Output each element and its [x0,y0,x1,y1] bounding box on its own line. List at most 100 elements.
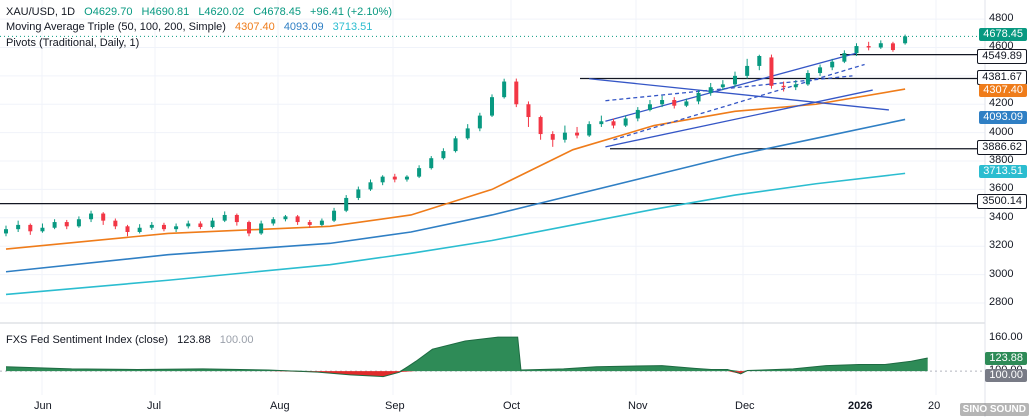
candle-body [903,36,908,44]
candle-body [380,176,385,183]
candle-body [210,220,215,228]
sentiment-base-tag: 100.00 [985,369,1027,382]
candle-body [52,222,57,228]
candle-body [635,109,640,119]
y-tick-label: 3800 [989,154,1014,167]
candle-body [647,104,652,110]
close-value: C4678.45 [253,6,301,18]
candle-body [890,43,895,51]
sentiment-label: FXS Fed Sentiment Index (close) [6,334,169,346]
y-tick-label: 3200 [989,239,1014,252]
candle-body [16,224,21,230]
ma-legend[interactable]: Moving Average Triple (50, 100, 200, Sim… [6,20,372,34]
x-tick-label: 2026 [848,400,873,412]
x-tick-label: Dec [735,400,755,412]
y-tick-label: 4200 [989,97,1014,110]
candle-body [234,214,239,223]
watermark-logo: SINO SOUND [959,403,1029,416]
candle-body [149,224,154,228]
candle-body [502,81,507,98]
candle-body [247,222,251,234]
ma50-line [5,88,906,250]
last-price-tag: 4678.45 [979,28,1027,41]
symbol-label: XAU/USD, 1D [6,6,76,18]
candle-body [660,100,665,105]
candle-body [720,84,725,88]
candle-body [271,219,276,224]
sentiment-legend[interactable]: FXS Fed Sentiment Index (close) 123.88 1… [6,333,253,347]
change-value: +96.41 (+2.10%) [310,6,392,18]
candle-body [769,57,774,86]
sentiment-last-tag: 123.88 [985,352,1027,365]
symbol-legend: XAU/USD, 1D O4629.70 H4690.81 L4620.02 C… [6,5,392,19]
candle-body [429,158,434,169]
channel-line [613,63,865,141]
candle-body [830,61,835,68]
moving-average-lines [5,88,906,296]
open-value: O4629.70 [84,6,133,18]
candle-body [344,197,349,211]
candle-body [222,214,227,221]
candle-body [441,151,446,159]
candle-body [307,222,312,225]
candle-body [745,65,750,76]
ma100-value: 4093.09 [283,21,324,33]
candle-body [842,53,847,62]
candle-body [137,227,142,232]
sentiment-negative-area [6,371,928,377]
s1-pivot-tag: 3886.62 [977,140,1027,155]
candle-body [368,182,373,190]
sentiment-value: 123.88 [177,334,211,346]
candle-body [113,220,118,227]
candle-body [28,224,33,232]
candle-body [125,226,130,232]
candle-body [866,46,871,48]
candle-body [575,132,580,136]
candle-body [465,128,470,139]
channel-line [605,52,857,122]
x-tick-label: Jun [34,400,52,412]
p-pivot-tag: 4381.67 [977,70,1027,85]
x-tick-label: Aug [270,400,290,412]
high-value: H4690.81 [141,6,190,18]
candle-body [332,210,337,221]
candle-body [587,124,592,136]
candle-body [733,75,737,85]
candle-body [76,219,81,227]
candle-body [562,132,567,140]
s2-pivot-tag: 3500.14 [977,194,1027,209]
ma200-value: 3713.51 [332,21,373,33]
candle-body [672,100,677,106]
ma200-line [5,172,906,296]
x-tick-label: Oct [503,400,521,412]
sentiment-positive-area [6,337,928,372]
channel-line [605,89,873,148]
candle-body [781,85,786,88]
candle-body [684,101,689,106]
candle-body [64,222,69,227]
ma50-value: 4307.40 [234,21,275,33]
channel-line [589,78,889,111]
y-tick-label: 4000 [989,125,1014,138]
candle-body [805,73,810,85]
candle-body [404,176,409,180]
y-tick-label: 3000 [989,267,1014,280]
pivots-legend[interactable]: Pivots (Traditional, Daily, 1) [6,36,139,50]
pivot-lines [0,35,985,205]
sentiment-base: 100.00 [219,334,254,346]
candle-body [526,104,531,118]
candle-body [623,118,628,126]
ma100-tag: 4093.09 [979,111,1027,124]
candle-body [174,226,179,230]
candle-body [757,56,762,66]
y-tick-label: 3400 [989,210,1014,223]
candle-body [40,227,45,232]
candle-body [708,87,713,93]
ma200-tag: 3713.51 [979,165,1027,178]
x-tick-label: 20 [928,400,941,412]
r1-pivot-tag: 4549.89 [977,49,1027,64]
low-value: L4620.02 [198,6,245,18]
ma50-tag: 4307.40 [979,84,1027,97]
x-tick-label: Nov [628,400,648,412]
